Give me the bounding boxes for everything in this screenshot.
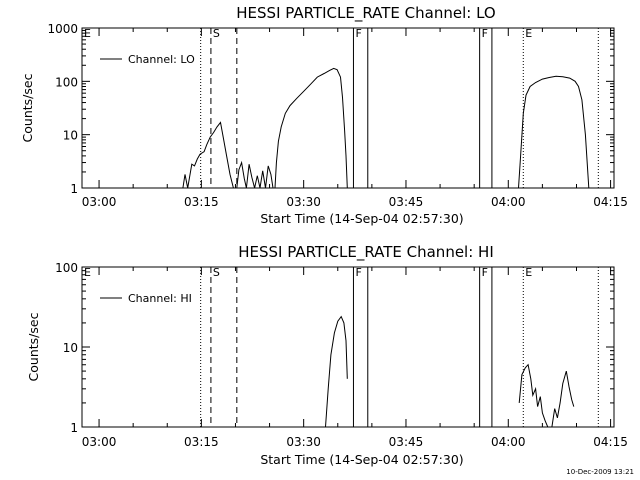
legend-label: Channel: HI xyxy=(128,292,192,305)
series-line xyxy=(274,67,348,189)
x-tick-label: 04:15 xyxy=(593,195,628,209)
x-tick-label: 03:45 xyxy=(389,195,424,209)
event-marker-label: E xyxy=(525,27,532,40)
y-tick-label: 10 xyxy=(63,129,78,143)
x-tick-label: 03:30 xyxy=(286,435,321,449)
chart-title: HESSI PARTICLE_RATE Channel: LO xyxy=(236,4,495,23)
chart-title: HESSI PARTICLE_RATE Channel: HI xyxy=(238,243,494,262)
x-tick-label: 03:15 xyxy=(184,195,219,209)
x-axis-label: Start Time (14-Sep-04 02:57:30) xyxy=(260,211,463,226)
event-marker-label: S xyxy=(213,27,220,40)
y-axis-label: Counts/sec xyxy=(26,312,41,381)
event-marker-label: F xyxy=(355,266,361,279)
event-marker-label: F xyxy=(355,27,361,40)
x-tick-label: 04:00 xyxy=(491,195,526,209)
series-line xyxy=(551,370,575,428)
x-tick-label: 03:15 xyxy=(184,435,219,449)
series-line xyxy=(236,160,274,189)
y-tick-label: 1000 xyxy=(47,22,78,36)
x-tick-label: 03:30 xyxy=(286,195,321,209)
y-tick-label: 1 xyxy=(70,421,78,435)
series-line xyxy=(518,75,590,189)
y-tick-label: 100 xyxy=(55,75,78,89)
x-tick-label: 03:00 xyxy=(82,435,117,449)
event-marker-label: E xyxy=(84,27,91,40)
plot-frame xyxy=(81,27,615,189)
event-marker-label: F xyxy=(482,27,488,40)
x-tick-label: 03:45 xyxy=(389,435,424,449)
y-tick-label: 100 xyxy=(55,261,78,275)
y-tick-label: 10 xyxy=(63,341,78,355)
event-marker-label: S xyxy=(213,266,220,279)
event-marker-label: E xyxy=(84,266,91,279)
series-line xyxy=(182,121,234,189)
series-line xyxy=(518,363,549,428)
y-axis-label: Counts/sec xyxy=(20,73,35,142)
generation-timestamp: 10-Dec-2009 13:21 xyxy=(566,468,634,476)
legend-label: Channel: LO xyxy=(128,53,195,66)
x-tick-label: 03:00 xyxy=(82,195,117,209)
plot-frame xyxy=(81,266,615,428)
x-tick-label: 04:00 xyxy=(491,435,526,449)
event-marker-label: E xyxy=(525,266,532,279)
y-tick-label: 1 xyxy=(70,182,78,196)
series-line xyxy=(325,315,348,428)
x-axis-label: Start Time (14-Sep-04 02:57:30) xyxy=(260,452,463,467)
event-marker-label: F xyxy=(482,266,488,279)
x-tick-label: 04:15 xyxy=(593,435,628,449)
